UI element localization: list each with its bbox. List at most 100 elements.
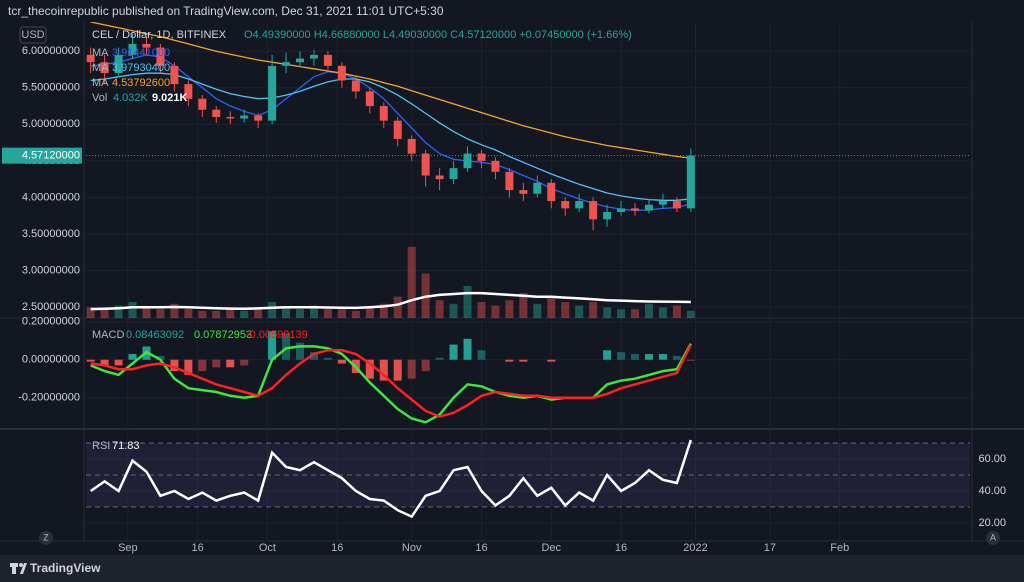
- ma-line: [90, 72, 691, 201]
- ma-name: MA: [92, 77, 109, 89]
- y-tick-label: 5.50000000: [22, 82, 80, 94]
- volume-bar: [435, 300, 444, 318]
- candle-body: [282, 62, 291, 66]
- candle-body: [142, 43, 151, 48]
- candle-body: [86, 54, 95, 63]
- x-tick-label: 16: [615, 542, 627, 554]
- histogram-bar: [212, 359, 221, 368]
- volume-bar: [100, 309, 109, 318]
- volume-bar: [407, 246, 416, 318]
- histogram-bar: [658, 354, 667, 360]
- histogram-bar: [505, 359, 514, 362]
- volume-bar: [254, 307, 263, 318]
- histogram-bar: [393, 359, 402, 381]
- candle-body: [198, 98, 207, 110]
- candle-body: [240, 115, 249, 119]
- tv-logo: [10, 563, 27, 574]
- histogram-bar: [644, 354, 653, 360]
- x-tick-label: 16: [331, 542, 343, 554]
- histogram-bar: [128, 354, 137, 360]
- y-tick-label: 20.00: [978, 517, 1006, 529]
- candle-body: [254, 115, 263, 121]
- volume-bar: [575, 305, 584, 318]
- histogram-bar: [421, 359, 430, 372]
- candle-body: [323, 54, 332, 66]
- volume-bar: [296, 309, 305, 318]
- volume-bar: [589, 302, 598, 318]
- rsi-name: RSI: [92, 440, 110, 452]
- volume-bar: [351, 310, 360, 318]
- volume-bar: [282, 307, 291, 318]
- footer-brand[interactable]: TradingView: [30, 561, 101, 575]
- volume-bar: [86, 307, 95, 318]
- candle-body: [435, 175, 444, 180]
- volume-bar: [323, 309, 332, 318]
- volume-bar: [337, 309, 346, 318]
- candle-body: [672, 201, 681, 209]
- candle-body: [421, 153, 430, 176]
- y-tick-label: 60.00: [978, 453, 1006, 465]
- axis-button-label[interactable]: Z: [43, 532, 49, 542]
- candle-body: [309, 54, 318, 59]
- y-tick-label: 3.00000000: [22, 264, 80, 276]
- candle-body: [617, 208, 626, 213]
- ma-value: 3.97930400: [112, 62, 170, 74]
- candle-body: [365, 91, 374, 107]
- candle-body: [644, 204, 653, 211]
- volume-bar: [519, 293, 528, 318]
- y-tick-label: 3.50000000: [22, 228, 80, 240]
- axis-button[interactable]: [986, 531, 1000, 545]
- marks-layer: [86, 22, 970, 519]
- axis-button[interactable]: [39, 531, 53, 545]
- volume-bar: [686, 310, 695, 318]
- histogram-bar: [86, 359, 95, 362]
- volume-bar: [477, 302, 486, 318]
- y-tick-label: 40.00: [978, 485, 1006, 497]
- x-tick-label: 16: [475, 542, 487, 554]
- candle-body: [212, 109, 221, 118]
- price-tag-label: 4.57120000: [22, 150, 80, 162]
- histogram-bar: [240, 359, 249, 366]
- histogram-bar: [603, 350, 612, 360]
- histogram-bar: [323, 357, 332, 360]
- header-bar: [0, 0, 1024, 22]
- volume-bar: [379, 303, 388, 318]
- candle-body: [156, 47, 165, 66]
- volume-ma-line: [90, 291, 691, 311]
- candle-body: [407, 138, 416, 154]
- candle-body: [100, 62, 109, 74]
- y-tick-label: 2.50000000: [22, 301, 80, 313]
- volume-bar: [114, 305, 123, 318]
- histogram-bar: [156, 355, 165, 360]
- candle-body: [268, 65, 277, 121]
- candle-body: [575, 201, 584, 209]
- histogram-bar: [379, 359, 388, 381]
- x-tick-label: 2022: [683, 542, 707, 554]
- axis-button-label[interactable]: A: [990, 532, 996, 542]
- volume-name: Vol: [92, 92, 107, 104]
- volume-bar: [463, 286, 472, 318]
- histogram-bar: [198, 359, 207, 372]
- histogram-value: -0.00590139: [246, 329, 308, 341]
- volume-bar: [365, 307, 374, 318]
- candle-body: [589, 201, 598, 220]
- volume-bar: [170, 303, 179, 318]
- rsi-value: 71.83: [112, 440, 140, 452]
- x-tick-label: 17: [764, 542, 776, 554]
- x-tick-label: Dec: [541, 542, 561, 554]
- histogram-bar: [268, 331, 277, 360]
- candle-body: [519, 190, 528, 194]
- candle-body: [658, 201, 667, 205]
- y-tick-label: 5.00000000: [22, 118, 80, 130]
- volume-bar: [561, 302, 570, 318]
- volume-bar: [672, 305, 681, 318]
- candle-body: [184, 84, 193, 99]
- candle-body: [463, 153, 472, 169]
- volume-ma-value: 9.021K: [152, 92, 188, 104]
- candle-body: [337, 65, 346, 81]
- unit-box: [19, 26, 47, 44]
- histogram-bar: [435, 357, 444, 360]
- volume-bar: [547, 296, 556, 318]
- candle-body: [226, 117, 235, 119]
